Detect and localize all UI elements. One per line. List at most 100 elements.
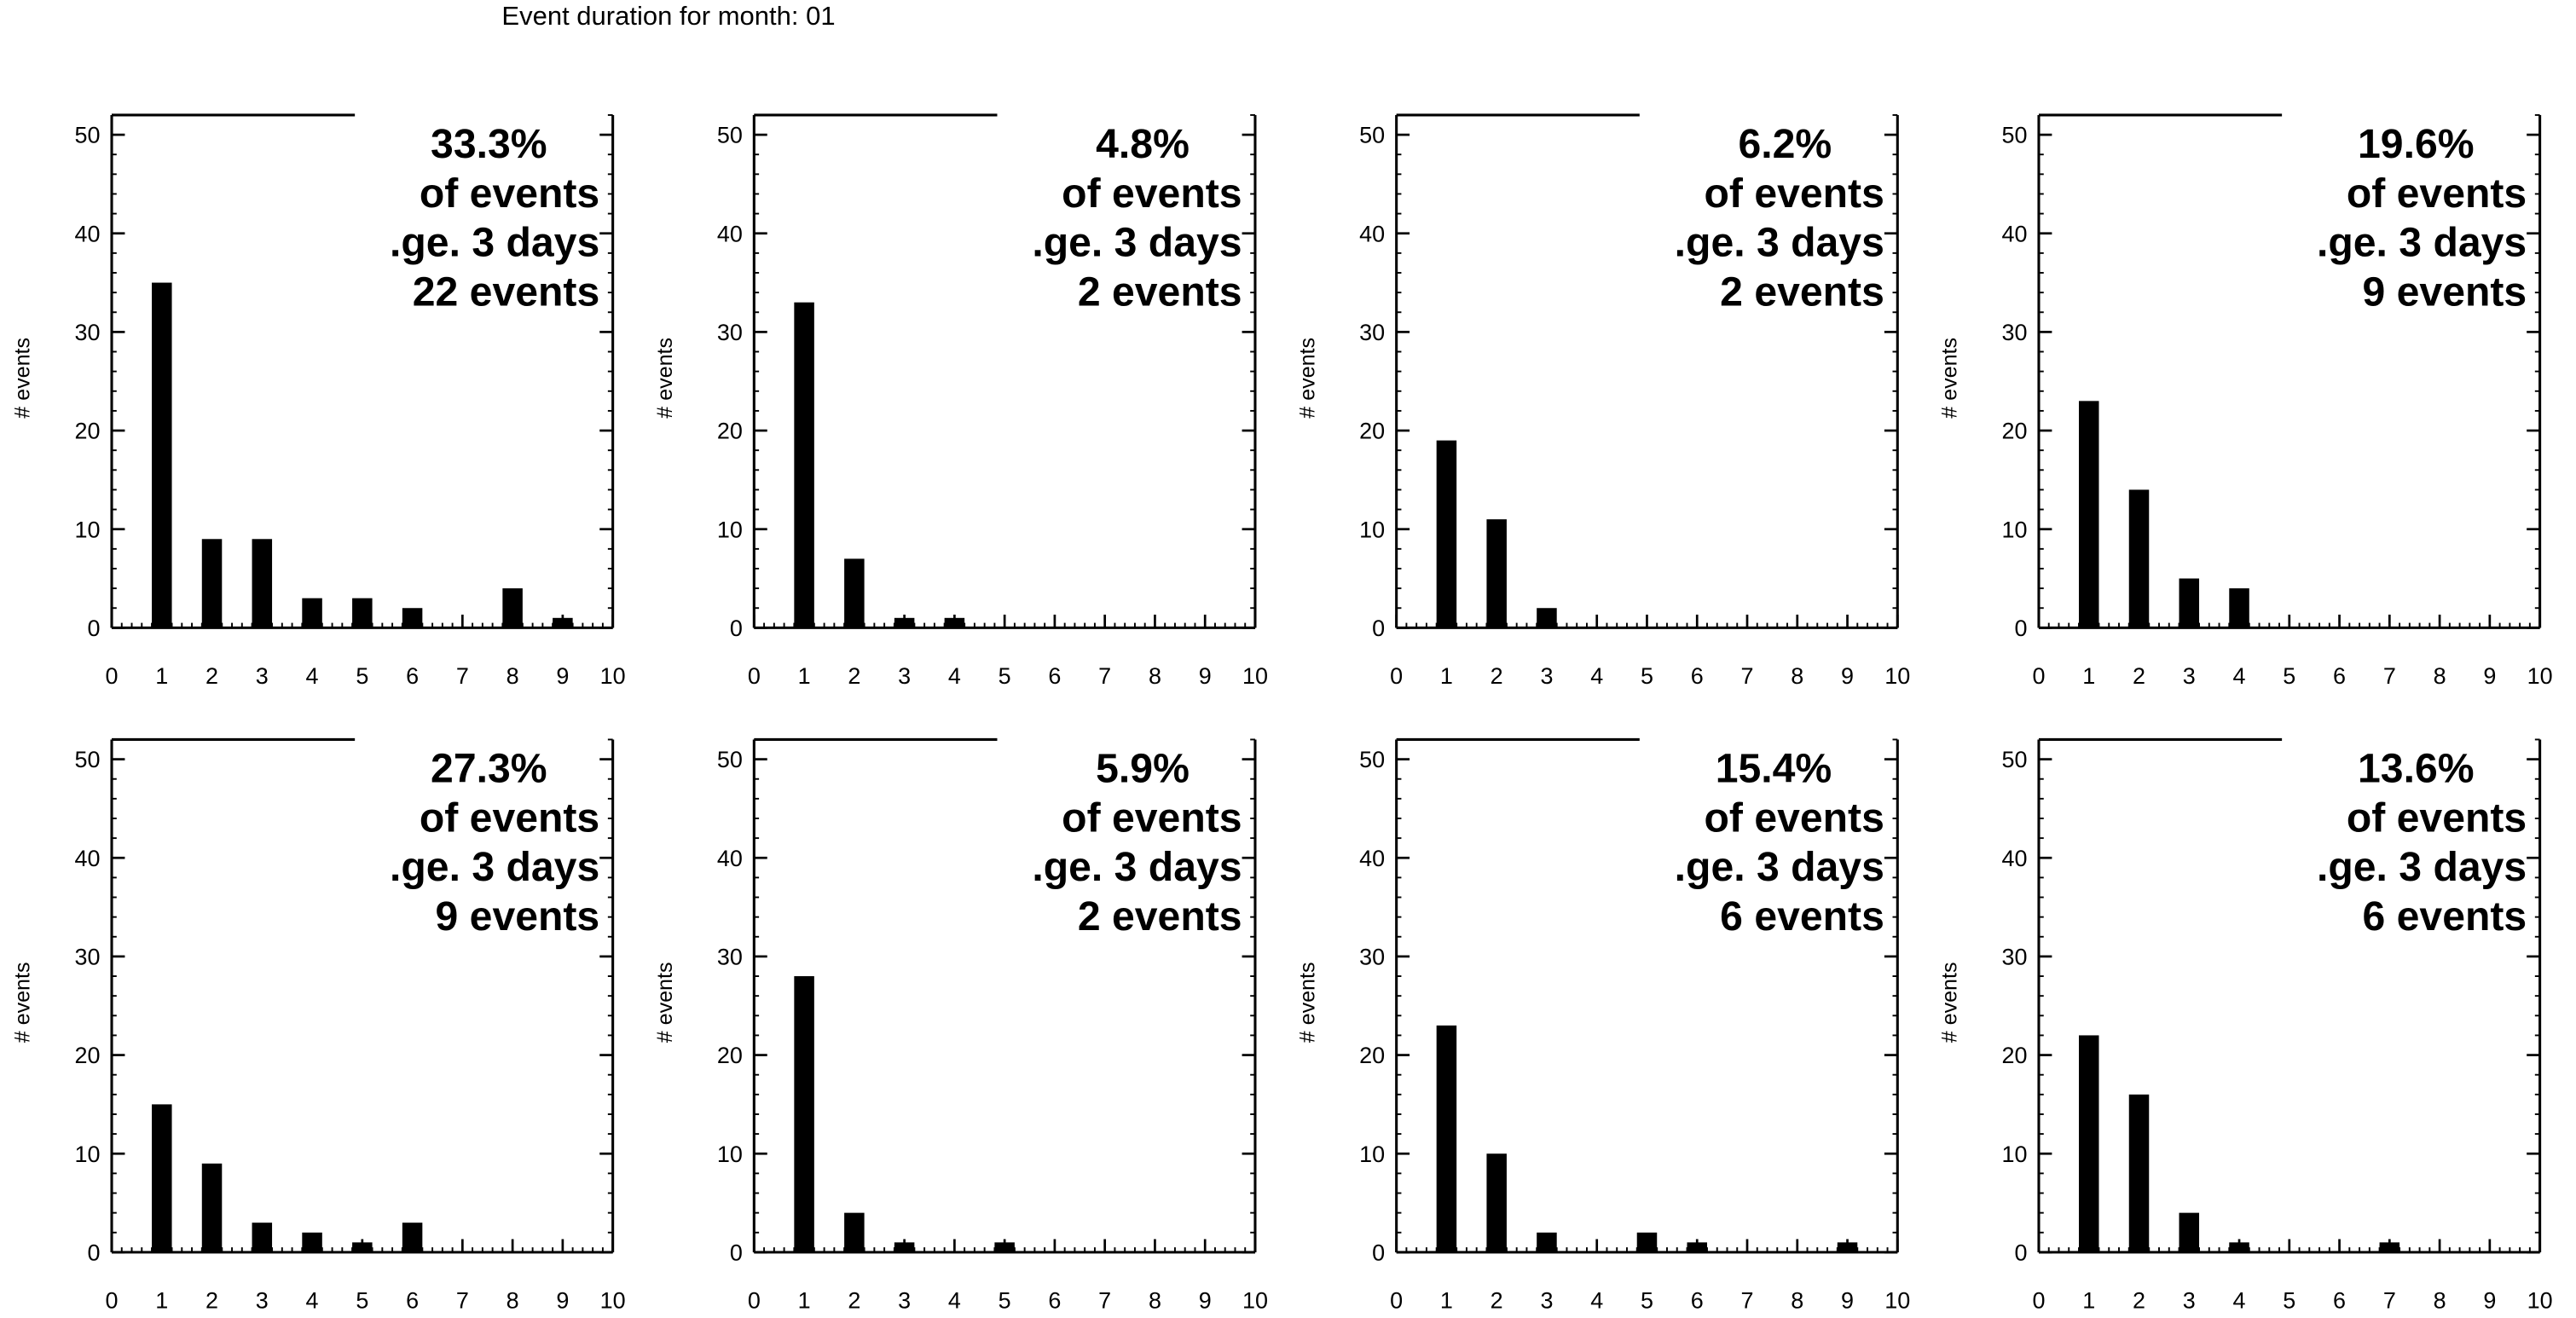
- x-tick-label: 3: [898, 663, 911, 689]
- x-tick-label: 1: [798, 663, 811, 689]
- x-tick-label: 10: [600, 1287, 626, 1313]
- y-tick-label: 50: [75, 123, 101, 148]
- y-tick-label: 0: [1372, 616, 1385, 641]
- x-tick-label: 2: [848, 1287, 860, 1313]
- bar: [553, 617, 573, 628]
- annotation-line: 6.2%: [1738, 121, 1832, 167]
- x-tick-label: 2: [1491, 663, 1503, 689]
- y-tick-label: 30: [75, 320, 101, 345]
- x-tick-label: 3: [256, 663, 269, 689]
- x-tick-label: 5: [2283, 663, 2295, 689]
- x-tick-label: 6: [406, 1287, 419, 1313]
- x-tick-label: 5: [999, 1287, 1011, 1313]
- x-tick-label: 7: [1098, 1287, 1111, 1313]
- bar: [352, 598, 373, 628]
- y-tick-label: 20: [717, 1043, 743, 1068]
- y-tick-label: 40: [1359, 221, 1385, 246]
- annotation-line: 9 events: [436, 893, 600, 939]
- annotation-line: .ge. 3 days: [2317, 844, 2527, 890]
- x-tick-label: 7: [2383, 1287, 2396, 1313]
- y-tick-label: 20: [75, 419, 101, 444]
- x-tick-label: 5: [1641, 663, 1653, 689]
- x-tick-label: 1: [2082, 663, 2095, 689]
- bar: [201, 539, 223, 628]
- y-tick-label: 50: [75, 747, 101, 772]
- x-tick-label: 0: [106, 663, 119, 689]
- bar: [352, 1242, 373, 1252]
- x-tick-label: 4: [306, 663, 319, 689]
- x-tick-label: 5: [356, 1287, 368, 1313]
- y-tick-label: 0: [730, 1240, 743, 1266]
- bar: [201, 1163, 223, 1252]
- bar: [152, 1104, 172, 1252]
- y-tick-label: 0: [730, 616, 743, 641]
- y-tick-label: 20: [2002, 419, 2028, 444]
- bar: [152, 282, 172, 628]
- x-tick-label: 0: [2032, 663, 2045, 689]
- y-axis-label: # events: [11, 338, 35, 419]
- bar: [944, 617, 965, 628]
- x-tick-label: 9: [556, 663, 569, 689]
- chart-panel-6: 0 10 20 30 40 50 0 1 2 3 4 5 6 7 8 9 10 # events 5.9%of ev…: [653, 737, 1268, 1313]
- x-tick-label: 2: [1491, 1287, 1503, 1313]
- bar: [2128, 489, 2150, 628]
- bar: [794, 976, 814, 1252]
- chart-panel-3: 0 10 20 30 40 50 0 1 2 3 4 5 6 7 8 9 10 # events 6.2%of ev…: [1295, 113, 1910, 689]
- bar: [844, 1212, 865, 1252]
- y-axis-label: # events: [11, 962, 35, 1043]
- annotation-line: of events: [2347, 795, 2527, 841]
- x-tick-label: 10: [600, 663, 626, 689]
- x-tick-label: 6: [2333, 1287, 2346, 1313]
- x-tick-label: 4: [2233, 1287, 2246, 1313]
- y-tick-label: 40: [75, 221, 101, 246]
- annotation-line: of events: [420, 171, 599, 217]
- x-tick-label: 3: [256, 1287, 269, 1313]
- bar: [1486, 1153, 1507, 1252]
- y-axis-label: # events: [1295, 338, 1319, 419]
- y-tick-label: 40: [717, 846, 743, 871]
- bar: [2179, 1212, 2200, 1252]
- x-tick-label: 10: [2527, 1287, 2553, 1313]
- y-tick-label: 10: [75, 517, 101, 542]
- y-axis-label: # events: [653, 962, 677, 1043]
- bar: [1837, 1242, 1858, 1252]
- y-tick-label: 50: [2002, 747, 2028, 772]
- annotation-line: 2 events: [1078, 893, 1242, 939]
- annotation-line: 6 events: [2363, 893, 2527, 939]
- x-tick-label: 5: [2283, 1287, 2295, 1313]
- x-tick-label: 1: [798, 1287, 811, 1313]
- y-tick-label: 30: [717, 320, 743, 345]
- y-tick-label: 0: [1372, 1240, 1385, 1266]
- x-tick-label: 4: [948, 663, 961, 689]
- x-tick-label: 0: [2032, 1287, 2045, 1313]
- annotation-line: 22 events: [413, 269, 599, 315]
- x-tick-label: 8: [1149, 663, 1161, 689]
- y-tick-label: 40: [75, 846, 101, 871]
- annotation-line: .ge. 3 days: [1675, 220, 1884, 266]
- x-tick-label: 1: [2082, 1287, 2095, 1313]
- bar: [402, 1223, 423, 1252]
- x-tick-label: 8: [1791, 1287, 1803, 1313]
- x-tick-label: 2: [848, 663, 860, 689]
- x-tick-label: 3: [2183, 1287, 2196, 1313]
- y-tick-label: 30: [717, 945, 743, 970]
- x-tick-label: 3: [898, 1287, 911, 1313]
- bar: [2179, 578, 2200, 628]
- annotation-line: 2 events: [1078, 269, 1242, 315]
- bar: [2229, 1242, 2249, 1252]
- y-tick-label: 50: [1359, 123, 1385, 148]
- y-axis-label: # events: [1938, 338, 1962, 419]
- bar: [794, 302, 814, 628]
- y-tick-label: 10: [717, 1142, 743, 1167]
- annotation-line: .ge. 3 days: [1032, 220, 1242, 266]
- bar: [2229, 588, 2249, 628]
- annotation-line: 6 events: [1720, 893, 1884, 939]
- x-tick-label: 3: [1540, 1287, 1553, 1313]
- y-tick-label: 50: [717, 747, 743, 772]
- x-tick-label: 9: [1199, 1287, 1212, 1313]
- bar: [994, 1242, 1015, 1252]
- x-tick-label: 0: [1390, 663, 1403, 689]
- x-tick-label: 8: [507, 663, 519, 689]
- y-tick-label: 0: [2015, 616, 2028, 641]
- bar: [1436, 1025, 1457, 1252]
